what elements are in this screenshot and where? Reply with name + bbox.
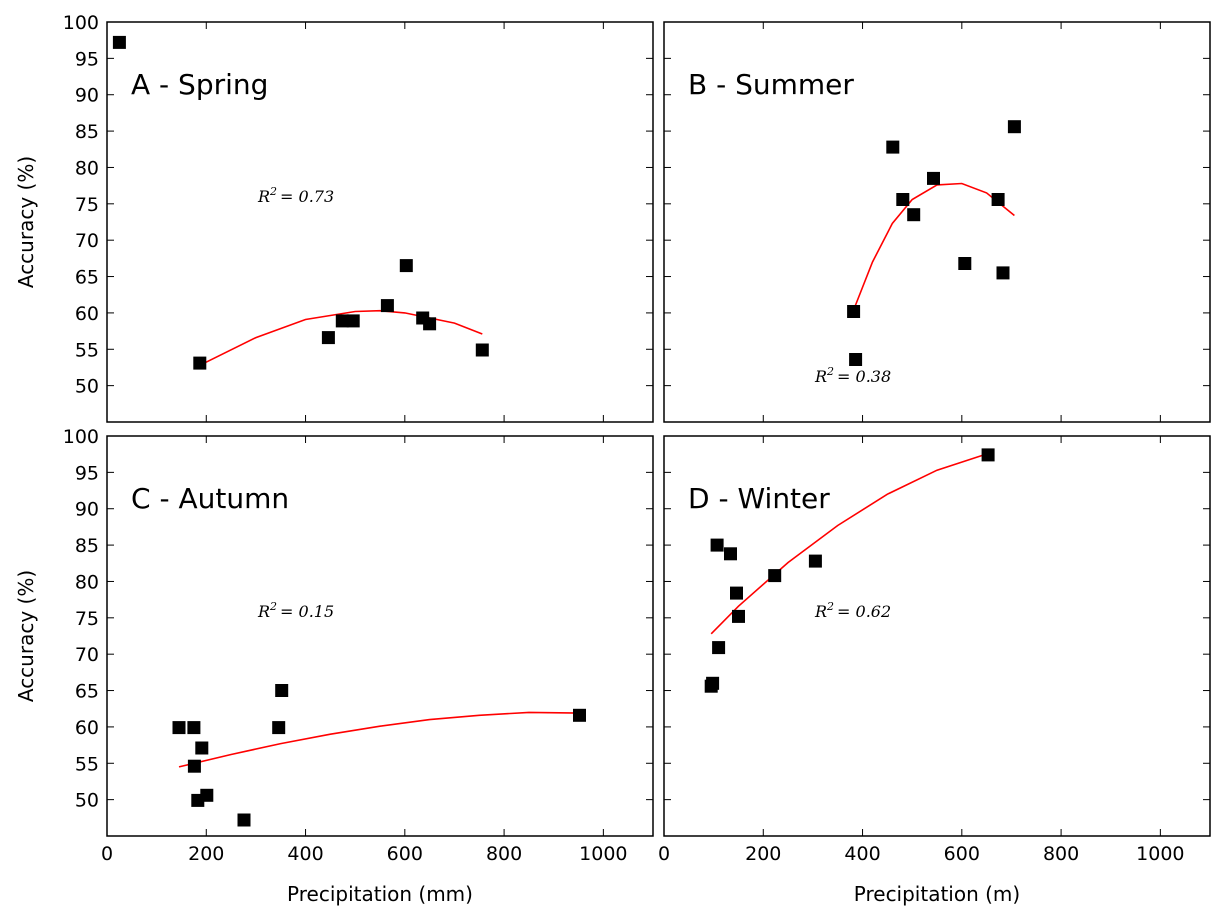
y-tick-label: 65 <box>75 681 99 703</box>
data-point-summer-2 <box>849 353 863 366</box>
data-point-spring-2 <box>193 356 207 370</box>
x-tick-label: 1000 <box>1136 843 1184 865</box>
y-tick-label: 90 <box>75 499 99 521</box>
y-tick-label: 55 <box>75 339 99 361</box>
data-point-winter-2 <box>706 676 720 690</box>
y-tick-label: 70 <box>75 644 99 666</box>
y-tick-label: 100 <box>63 426 99 448</box>
r-squared-annotation-winter: R2 = 0.62 <box>814 600 891 621</box>
panel-summer: B - Summer R2 = 0.38 <box>663 21 1211 423</box>
x-axis-label-winter: Precipitation (m) <box>854 882 1020 906</box>
fit-curve-autumn <box>178 711 580 768</box>
x-tick-label: 1000 <box>579 843 627 865</box>
fit-curve-winter <box>710 452 989 635</box>
panel-spring: 100 95 90 85 80 75 70 65 60 55 50 A - Spring R2 = 0.7… <box>14 12 654 423</box>
panel-title-autumn: C - Autumn <box>131 482 289 515</box>
y-axis-label-spring: Accuracy (%) <box>14 156 38 288</box>
x-tick-label: 0 <box>658 843 670 865</box>
data-point-autumn-7 <box>237 813 251 827</box>
y-tick-label: 50 <box>75 376 99 398</box>
y-tick-label: 60 <box>75 303 99 325</box>
data-point-winter-7 <box>732 609 745 623</box>
r-squared-annotation-spring: R2 = 0.73 <box>257 185 334 206</box>
data-point-summer-7 <box>958 257 972 270</box>
y-tick-label: 75 <box>75 608 99 630</box>
data-point-winter-8 <box>768 569 782 583</box>
data-point-spring-5 <box>346 314 360 328</box>
y-tick-label: 95 <box>75 462 99 484</box>
data-point-spring-6 <box>380 299 394 313</box>
x-tick-label: 0 <box>101 843 113 865</box>
data-point-autumn-10 <box>573 708 586 722</box>
x-tick-label: 200 <box>188 843 224 865</box>
data-point-summer-5 <box>907 208 921 222</box>
data-point-winter-6 <box>730 586 743 600</box>
data-point-autumn-8 <box>272 721 286 735</box>
y-tick-label: 60 <box>75 717 99 739</box>
data-point-summer-4 <box>896 193 910 206</box>
x-tick-label: 800 <box>486 843 522 865</box>
data-point-winter-10 <box>981 448 995 462</box>
data-point-summer-10 <box>1007 120 1021 134</box>
y-tick-label: 55 <box>75 753 99 775</box>
data-point-winter-9 <box>808 554 822 568</box>
data-point-autumn-2 <box>187 721 201 735</box>
panel-autumn: 100 95 90 85 80 75 70 65 60 55 50 0 200 400 600 800 1000… <box>14 426 654 906</box>
x-tick-label: 800 <box>1043 843 1079 865</box>
x-tick-label: 400 <box>287 843 323 865</box>
y-tick-label: 80 <box>75 157 99 179</box>
y-tick-label: 65 <box>75 267 99 289</box>
axes-frame-autumn <box>106 435 654 837</box>
x-tick-label: 600 <box>387 843 423 865</box>
data-point-spring-1 <box>112 35 126 49</box>
data-point-autumn-3 <box>187 759 201 773</box>
y-tick-label: 95 <box>75 48 99 70</box>
data-point-winter-4 <box>712 641 726 655</box>
data-point-summer-9 <box>996 266 1010 280</box>
data-point-autumn-5 <box>195 741 209 755</box>
data-point-autumn-9 <box>275 684 289 697</box>
y-tick-label: 100 <box>63 12 99 34</box>
y-tick-label: 75 <box>75 194 99 216</box>
y-tick-label: 50 <box>75 790 99 812</box>
r-squared-annotation-summer: R2 = 0.38 <box>814 365 891 386</box>
data-point-winter-3 <box>710 538 724 552</box>
panel-title-spring: A - Spring <box>131 68 268 101</box>
data-point-spring-3 <box>321 331 335 345</box>
data-point-summer-6 <box>927 171 940 185</box>
data-point-summer-8 <box>991 193 1005 206</box>
data-point-autumn-1 <box>172 721 186 735</box>
y-tick-label: 85 <box>75 121 99 143</box>
y-tick-label: 70 <box>75 230 99 252</box>
data-point-winter-5 <box>724 547 737 561</box>
y-tick-label: 85 <box>75 535 99 557</box>
fit-curve-spring <box>199 309 483 367</box>
y-tick-label: 90 <box>75 85 99 107</box>
data-point-summer-3 <box>886 140 900 154</box>
data-point-spring-7 <box>399 259 413 273</box>
y-tick-label: 80 <box>75 571 99 593</box>
data-point-spring-9 <box>423 317 437 331</box>
axes-frame-summer <box>663 21 1211 423</box>
data-point-spring-10 <box>475 343 489 357</box>
x-tick-label: 200 <box>745 843 781 865</box>
r-squared-annotation-autumn: R2 = 0.15 <box>257 600 334 621</box>
x-tick-label: 400 <box>844 843 880 865</box>
fit-curve-summer <box>852 182 1015 311</box>
data-point-spring-4 <box>335 314 349 328</box>
data-point-autumn-6 <box>200 788 214 802</box>
x-tick-label: 600 <box>944 843 980 865</box>
data-point-summer-1 <box>847 305 861 318</box>
axes-frame-spring <box>106 21 654 423</box>
panels: 100 95 90 85 80 75 70 65 60 55 50 A - Spring R2 = 0.7… <box>14 12 1211 906</box>
panel-winter: 0 200 400 600 800 1000 D - Winter R2 = 0.62 Preci… <box>658 435 1211 906</box>
x-axis-label-autumn: Precipitation (mm) <box>287 882 473 906</box>
panel-title-summer: B - Summer <box>688 68 854 101</box>
y-axis-label-autumn: Accuracy (%) <box>14 570 38 702</box>
axes-frame-winter <box>663 435 1211 837</box>
panel-title-winter: D - Winter <box>688 482 830 515</box>
